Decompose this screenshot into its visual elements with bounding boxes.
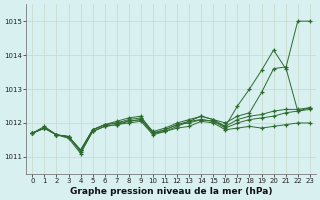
X-axis label: Graphe pression niveau de la mer (hPa): Graphe pression niveau de la mer (hPa) xyxy=(70,187,272,196)
